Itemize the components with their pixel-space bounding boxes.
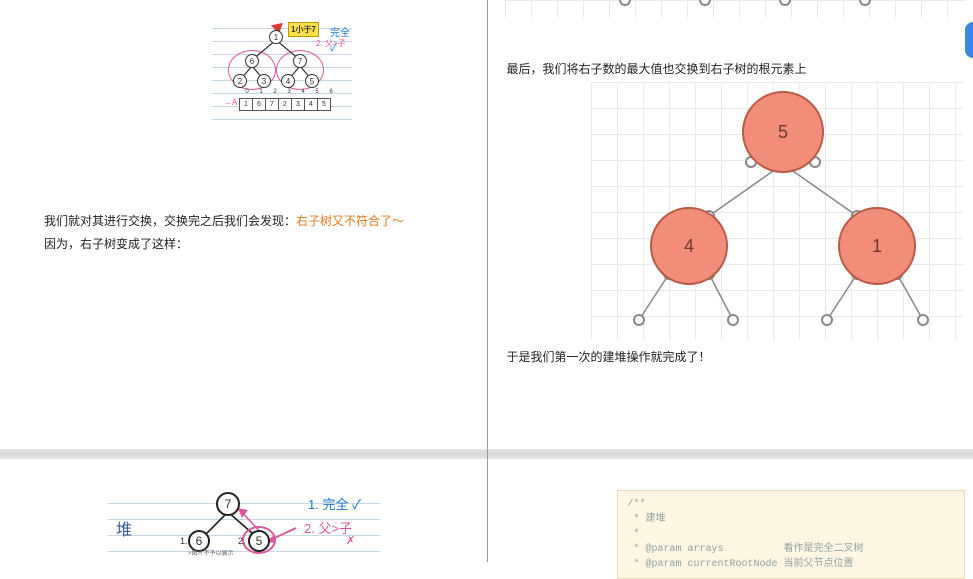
heap-tree-svg: 5 4 1 — [591, 82, 963, 340]
annotation-parent-child: 2. 父>子 — [304, 518, 352, 537]
tree-node: 6 — [245, 54, 259, 68]
code-block: /** * 建堆 * * @param arrays 看作是完全二叉树 * @p… — [617, 490, 965, 579]
code-line: * 建堆 — [628, 514, 666, 525]
tree-node-label: 5 — [777, 122, 787, 142]
paragraph-right-bottom: 于是我们第一次的建堆操作就完成了！ — [507, 348, 711, 365]
tiny-note: ×图片不予以展示 — [188, 548, 234, 557]
code-line: * @param arrays 看作是完全二叉树 — [628, 544, 864, 555]
left-column: 1小于7 完全 ✓ 2. 父>子 1 6 7 2 3 4 5 — [0, 0, 487, 562]
right-column: 最后，我们将右子数的最大值也交换到右子树的根元素上 — [487, 0, 973, 562]
array-cell: 1 — [239, 98, 253, 111]
code-line: * @param currentRootNode 当前父节点位置 — [628, 559, 854, 570]
array-cell: 4 — [304, 98, 318, 111]
array-indices: 0 1 2 3 4 5 6 — [240, 89, 338, 95]
top-partial-nodes — [505, 0, 965, 18]
array-cell: 3 — [291, 98, 305, 111]
array-cell: 2 — [278, 98, 292, 111]
node-index: 2. — [238, 536, 246, 546]
vertical-divider — [487, 0, 488, 562]
tree-node: 4 — [281, 74, 295, 88]
array-cells: 1 6 7 2 3 4 5 — [240, 98, 331, 111]
array-cell: 6 — [252, 98, 266, 111]
array-cell: 5 — [317, 98, 331, 111]
text-line: 我们就对其进行交换，交换完之后我们会发现： — [44, 214, 296, 228]
tree-node-label: 4 — [683, 236, 693, 256]
tree-node-root: 7 — [216, 492, 240, 516]
text-line: 因为，右子树变成了这样： — [44, 233, 404, 256]
array-cell: 7 — [265, 98, 279, 111]
sketch-tree-diagram-2: 堆 7 6 5 1. 2. ×图片不予以展示 1. 完全 ✓ 2. 父>子 ✗ — [108, 488, 380, 554]
tree-node: 7 — [293, 54, 307, 68]
annotation-complete: 1. 完全 ✓ — [308, 494, 361, 513]
paragraph-left: 我们就对其进行交换，交换完之后我们会发现：右子树又不符合了～ 因为，右子树变成了… — [44, 210, 404, 256]
sketch-tree-diagram-1: 1小于7 完全 ✓ 2. 父>子 1 6 7 2 3 4 5 — [212, 16, 352, 128]
array-label: →A — [224, 98, 237, 107]
code-line: * — [628, 529, 640, 540]
code-line: /** — [628, 499, 646, 510]
tree-node: 2 — [233, 74, 247, 88]
tree-node-label: 1 — [871, 236, 881, 256]
annotation-cross: ✗ — [346, 534, 355, 547]
pink-oval — [242, 526, 276, 554]
tree-node-root: 1 — [269, 30, 283, 44]
tree-node: 3 — [257, 74, 271, 88]
tree-node: 5 — [305, 74, 319, 88]
side-tab-icon[interactable] — [965, 22, 973, 58]
node-index: 1. — [180, 536, 188, 546]
highlight-text: 右子树又不符合了～ — [296, 214, 404, 228]
paragraph-right-top: 最后，我们将右子数的最大值也交换到右子树的根元素上 — [507, 60, 807, 77]
